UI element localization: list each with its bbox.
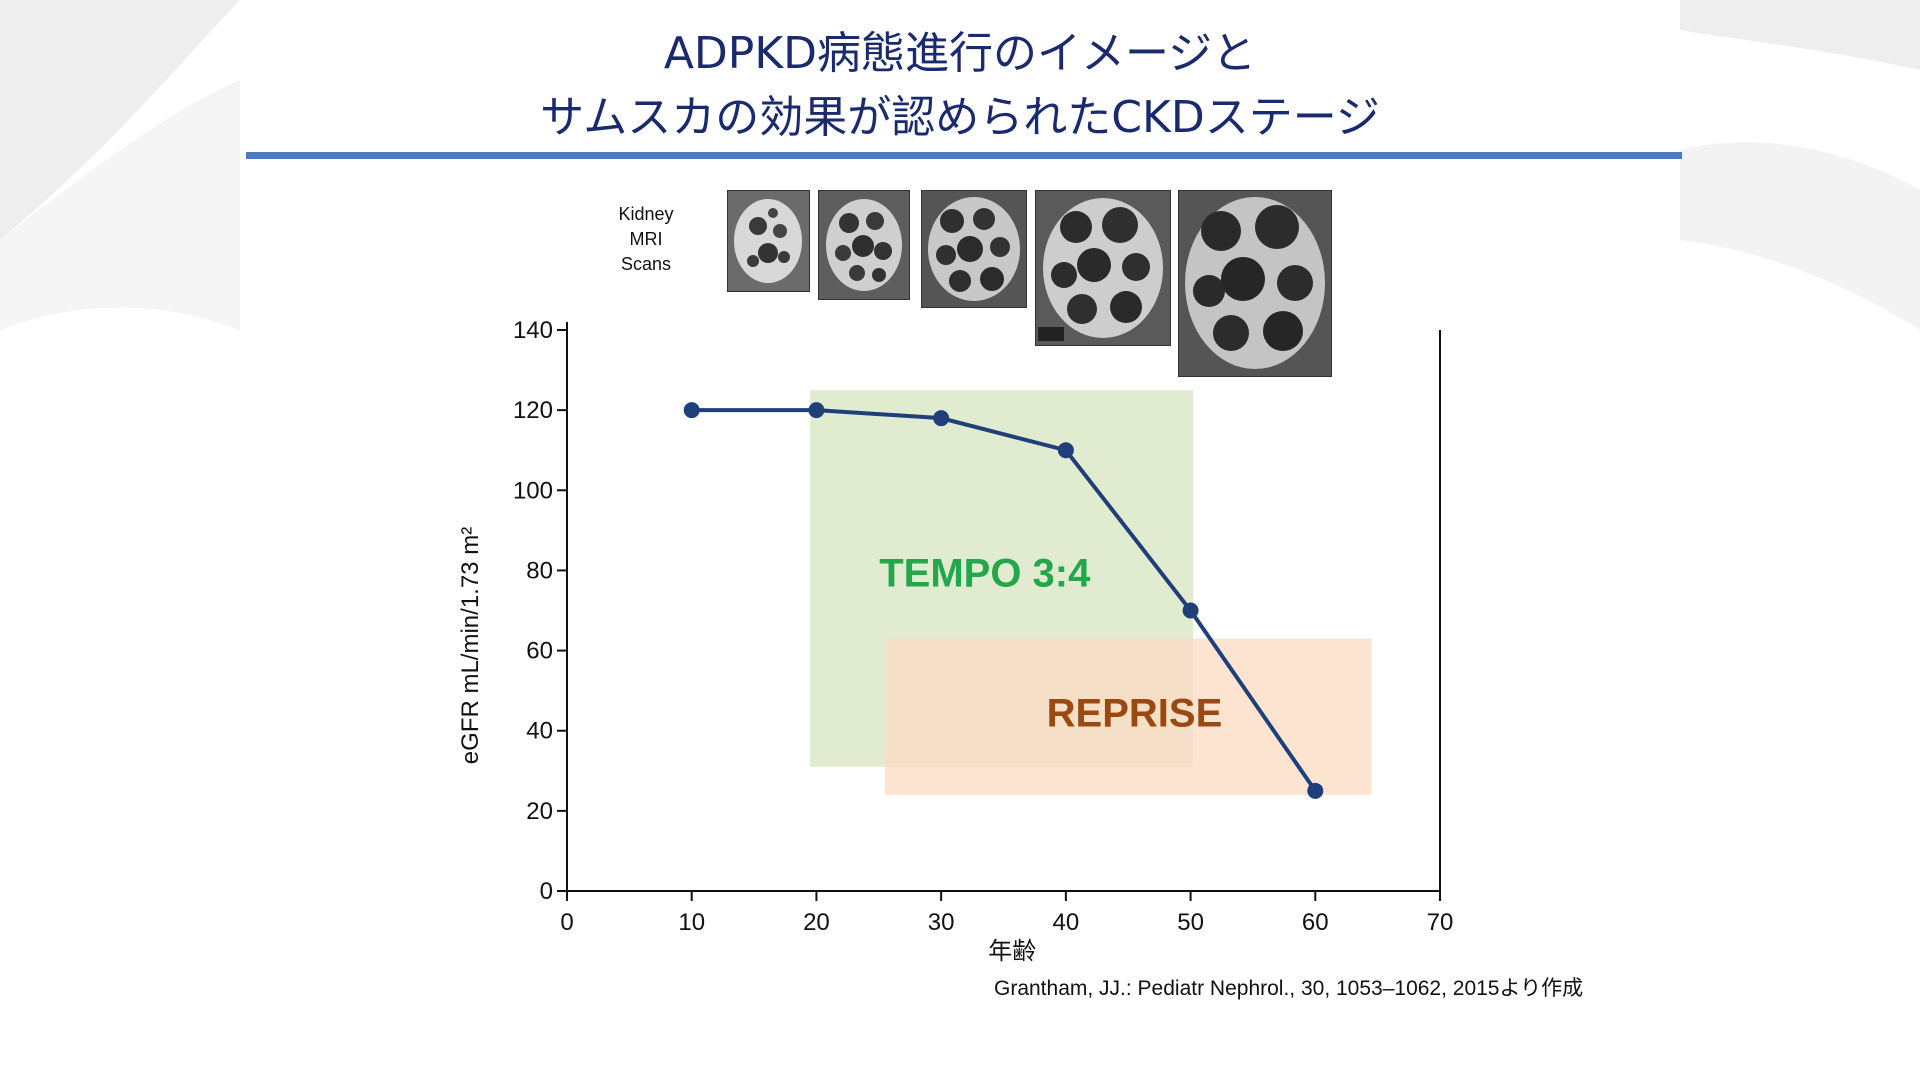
data-point bbox=[1057, 442, 1074, 459]
kidney-mri-label-line: Kidney bbox=[618, 204, 674, 224]
data-point bbox=[1307, 782, 1324, 799]
kidney-mri-label-line: Scans bbox=[620, 254, 672, 274]
source-citation: Grantham, JJ.: Pediatr Nephrol., 30, 105… bbox=[994, 977, 1584, 1000]
y-tick-label: 0 bbox=[540, 878, 553, 905]
study-region-label: TEMPO 3:4 bbox=[879, 551, 1091, 595]
mri-scan-image bbox=[1035, 190, 1171, 346]
x-tick-label: 50 bbox=[1177, 909, 1204, 936]
kidney-mri-label: Kidney MRI Scans bbox=[596, 202, 696, 277]
data-point bbox=[1182, 602, 1199, 619]
y-tick-label: 60 bbox=[526, 638, 553, 665]
y-tick-label: 100 bbox=[513, 477, 553, 504]
mri-scan-image bbox=[1178, 190, 1332, 377]
x-axis-label: 年齢 bbox=[988, 937, 1036, 965]
x-tick-label: 30 bbox=[928, 909, 955, 936]
x-tick-label: 40 bbox=[1053, 909, 1080, 936]
page-title-line-1: ADPKD病態進行のイメージと bbox=[663, 28, 1257, 79]
x-tick-label: 0 bbox=[560, 909, 573, 936]
study-region bbox=[885, 638, 1372, 795]
y-axis-label: eGFR mL/min/1.73 m² bbox=[457, 527, 484, 764]
study-region-label: REPRISE bbox=[1047, 692, 1223, 736]
y-tick-label: 120 bbox=[513, 397, 553, 424]
series-line bbox=[691, 408, 1317, 792]
mri-scan-image bbox=[921, 190, 1027, 308]
data-point bbox=[683, 402, 700, 419]
x-tick-label: 20 bbox=[803, 909, 830, 936]
y-tick-label: 40 bbox=[526, 718, 553, 745]
mri-scan-image bbox=[727, 190, 810, 292]
y-tick-label: 140 bbox=[513, 317, 553, 344]
mri-scan-image bbox=[818, 190, 910, 300]
page-title-line-2: サムスカの効果が認められたCKDステージ bbox=[540, 92, 1380, 143]
data-point bbox=[933, 410, 950, 427]
y-tick-label: 80 bbox=[526, 557, 553, 584]
x-tick-label: 10 bbox=[678, 909, 705, 936]
data-point bbox=[808, 402, 825, 419]
x-tick-label: 70 bbox=[1427, 909, 1454, 936]
x-tick-label: 60 bbox=[1302, 909, 1329, 936]
y-tick-label: 20 bbox=[526, 798, 553, 825]
title-divider bbox=[246, 152, 1682, 159]
kidney-mri-label-line: MRI bbox=[629, 229, 663, 249]
